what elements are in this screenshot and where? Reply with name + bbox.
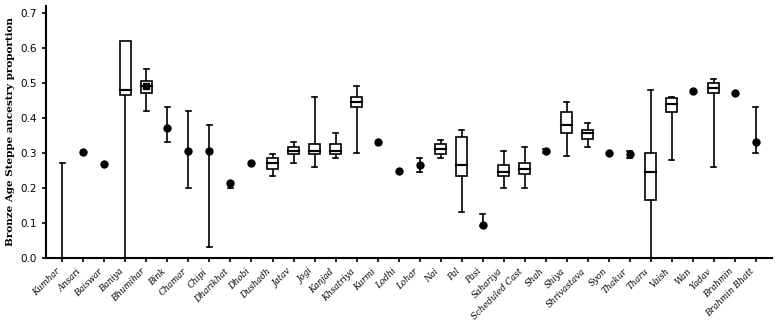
Bar	[456, 137, 468, 176]
Bar	[666, 98, 678, 112]
Bar	[645, 153, 657, 200]
Bar	[519, 163, 531, 174]
Bar	[120, 41, 131, 95]
Bar	[561, 112, 573, 133]
Bar	[435, 144, 447, 154]
Bar	[309, 144, 321, 154]
Bar	[141, 81, 152, 93]
Bar	[288, 147, 300, 154]
Y-axis label: Bronze Age Steppe ancestry proportion: Bronze Age Steppe ancestry proportion	[5, 17, 15, 246]
Bar	[267, 158, 279, 168]
Bar	[330, 144, 342, 154]
Bar	[498, 165, 510, 176]
Bar	[582, 130, 594, 139]
Bar	[351, 97, 363, 107]
Bar	[708, 83, 720, 93]
